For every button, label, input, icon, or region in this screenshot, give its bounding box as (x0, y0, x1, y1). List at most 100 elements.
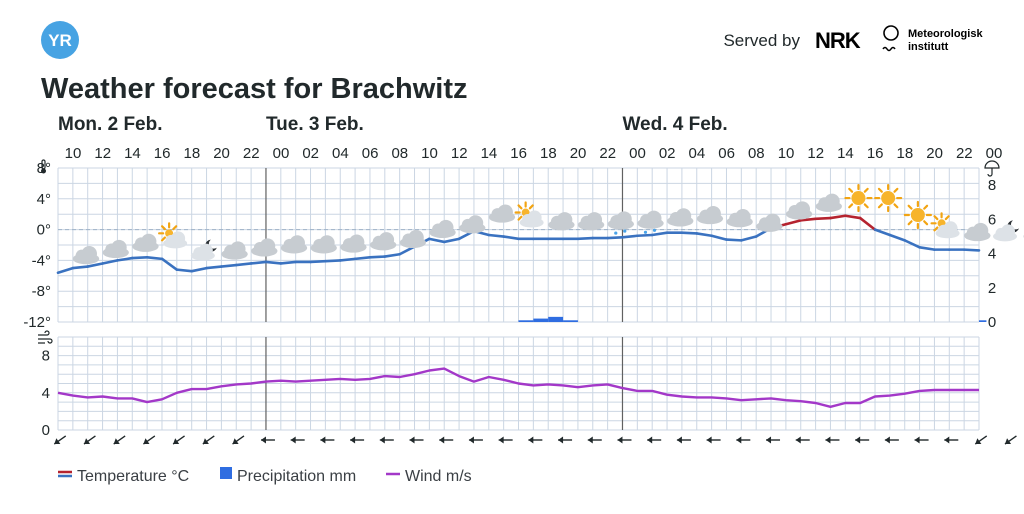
temp-segment (160, 257, 179, 271)
nrk-logo[interactable]: NRK (815, 28, 862, 53)
precip-tick: 0 (988, 314, 996, 331)
snowflake (614, 231, 618, 235)
temp-segment (680, 231, 699, 235)
weather-symbol-cloudy (310, 235, 337, 254)
weather-symbol-clear-sky-day (844, 183, 873, 213)
precip-bar (979, 320, 987, 322)
met-logo-line1: Meteorologisk (908, 28, 983, 40)
chart-title: Weather forecast for Brachwitz (41, 73, 468, 105)
cloud-icon (72, 246, 100, 265)
temp-segment (309, 259, 327, 264)
hour-label: 22 (599, 145, 616, 162)
hour-label: 18 (540, 145, 557, 162)
hour-label: 02 (659, 145, 676, 162)
temp-segment (116, 256, 134, 262)
wind-arrow-icon (142, 435, 156, 445)
weather-symbol-partly-cloudy-day (158, 222, 188, 249)
hour-label: 18 (183, 145, 200, 162)
weather-symbol-cloudy (280, 235, 308, 254)
wind-arrow-icon (587, 436, 602, 444)
cloud-icon (993, 224, 1017, 242)
temp-tick: -12° (23, 314, 51, 331)
temp-segment (264, 260, 283, 265)
weather-symbol-snow-showers (607, 211, 634, 235)
weather-symbol-cloudy (72, 246, 100, 265)
wind-arrow-icon (825, 436, 840, 444)
hour-label: 06 (362, 145, 379, 162)
wind-tick: 0 (42, 422, 50, 439)
hour-label: 10 (778, 145, 795, 162)
met-logo-line2: institutt (908, 41, 949, 53)
sun-icon (874, 183, 903, 213)
hour-label: 12 (451, 145, 468, 162)
sun-icon (903, 200, 932, 230)
wind-arrow-icon (884, 436, 899, 444)
wind-arrow-icon (113, 435, 126, 445)
cloud-icon (964, 222, 991, 242)
precip-tick: 2 (988, 280, 996, 297)
cloud-icon (756, 213, 783, 232)
weather-symbol-cloudy (488, 204, 516, 223)
cloud-icon (488, 204, 516, 223)
hour-label: 08 (748, 145, 765, 162)
weather-symbol-snow-showers (637, 210, 664, 234)
cloud-icon (369, 232, 397, 251)
temp-segment (190, 266, 208, 273)
hour-label: 14 (481, 145, 498, 162)
hour-label: 16 (867, 145, 884, 162)
temp-segment (576, 236, 595, 241)
temperature-line (56, 214, 981, 275)
temp-segment (829, 214, 847, 220)
wind-arrow-icon (974, 435, 988, 445)
wind-arrow-icon (232, 435, 245, 445)
wind-tick: 4 (42, 385, 50, 402)
weather-symbol-cloudy (429, 219, 456, 239)
temp-segment (650, 231, 669, 237)
temp-segment (814, 216, 832, 221)
temp-segment (502, 235, 520, 241)
yr-logo[interactable]: YR (41, 21, 79, 59)
cloud-icon (280, 235, 308, 254)
temp-segment (918, 246, 936, 251)
wind-grid (57, 336, 980, 431)
weather-symbols (72, 183, 1024, 265)
temp-segment (725, 238, 743, 242)
hour-labels: 10 12 14 16 18 20 22 00 02 04 06 08 10 12 14 16 18 20 22 00… (65, 145, 1003, 162)
cloud-icon (637, 210, 664, 229)
weather-symbol-cloudy (251, 238, 278, 257)
weather-symbol-cloudy (666, 208, 694, 227)
precip-tick: 4 (988, 246, 996, 263)
wind-arrow-icon (202, 435, 215, 445)
weather-symbol-clear-sky-day (874, 183, 903, 213)
yr-logo-text: YR (48, 31, 72, 50)
hour-label: 16 (510, 145, 527, 162)
cloud-icon (310, 235, 337, 254)
weather-symbol-cloudy (815, 193, 842, 212)
met-logo[interactable]: Meteorologisk institutt (882, 25, 983, 53)
weather-symbol-partly-cloudy-night (993, 220, 1019, 242)
weather-symbol-cloudy (548, 212, 575, 231)
precip-bar (563, 320, 578, 322)
temp-segment (101, 259, 119, 265)
temp-segment (962, 248, 981, 252)
precip-tick: 6 (988, 211, 996, 228)
temp-segment (71, 265, 90, 270)
hour-label: 14 (124, 145, 141, 162)
weather-symbol-clear-sky-day (903, 200, 932, 230)
hour-label: 04 (332, 145, 349, 162)
temp-segment (86, 262, 104, 268)
precip-bar (548, 316, 564, 322)
temp-segment (368, 255, 387, 259)
cloud-icon (190, 243, 215, 261)
hour-label: 12 (807, 145, 824, 162)
temp-segment (873, 228, 892, 237)
cloud-icon (429, 219, 456, 239)
wind-icon (38, 330, 53, 344)
temperature-grid (57, 167, 980, 323)
temp-segment (487, 233, 505, 238)
wind-arrow-icon (914, 436, 929, 444)
temp-segment (903, 239, 921, 249)
legend-precipitation-label: Precipitation mm (237, 468, 356, 485)
cloud-icon (132, 233, 159, 252)
wind-line (57, 367, 979, 408)
